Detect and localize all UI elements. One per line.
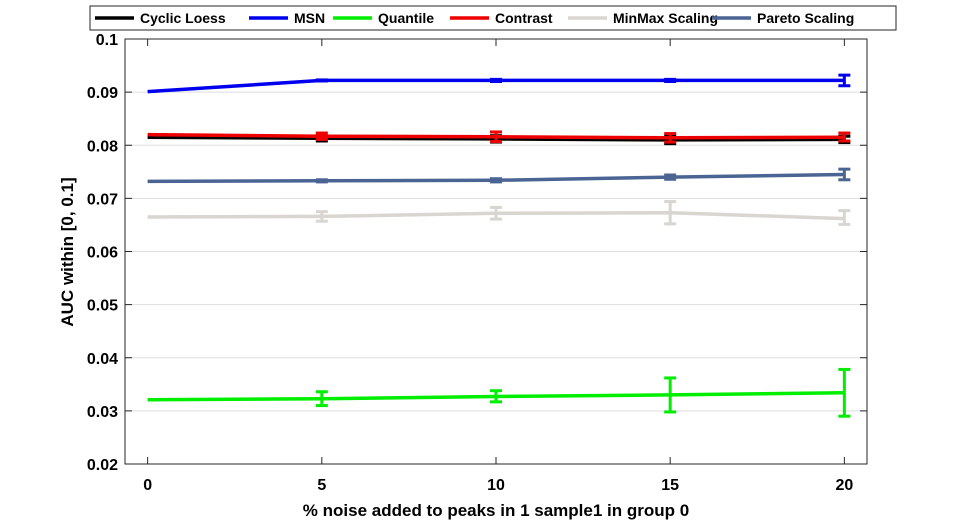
y-tick-label: 0.07 (87, 191, 118, 208)
legend-label: MSN (294, 10, 325, 26)
series-pareto-scaling (147, 167, 851, 184)
legend-label: Contrast (495, 10, 553, 26)
series-contrast (147, 130, 851, 144)
x-axis-label: % noise added to peaks in 1 sample1 in g… (303, 501, 689, 520)
legend-box (89, 5, 897, 31)
series-msn (147, 73, 851, 94)
series-quantile (147, 367, 851, 418)
y-axis-label: AUC within [0, 0.1] (58, 177, 77, 326)
x-tick-label: 0 (143, 477, 152, 494)
legend-label: Pareto Scaling (757, 10, 854, 26)
legend-label: MinMax Scaling (613, 10, 718, 26)
y-tick-label: 0.06 (87, 245, 118, 262)
axis-ticks: 0.02 0.03 0.04 0.05 0.06 0.07 0.08 0.09 0.1 0 5 10 1… (87, 32, 867, 494)
y-tick-label: 0.1 (96, 32, 118, 49)
x-tick-label: 15 (661, 477, 679, 494)
y-tick-label: 0.09 (87, 85, 118, 102)
y-tick-label: 0.08 (87, 138, 118, 155)
x-tick-label: 20 (835, 477, 853, 494)
series-layer (147, 73, 851, 418)
y-tick-label: 0.03 (87, 404, 118, 421)
y-tick-label: 0.05 (87, 298, 118, 315)
x-tick-label: 5 (317, 477, 326, 494)
y-tick-label: 0.04 (87, 351, 118, 368)
series-minmax-scaling (147, 200, 851, 226)
legend-label: Quantile (378, 10, 434, 26)
x-tick-label: 10 (487, 477, 505, 494)
legend: Cyclic Loess MSN Quantile Contrast MinMax Sc… (89, 5, 897, 31)
legend-label: Cyclic Loess (140, 10, 226, 26)
y-tick-label: 0.02 (87, 457, 118, 474)
y-gridlines (125, 91, 867, 412)
